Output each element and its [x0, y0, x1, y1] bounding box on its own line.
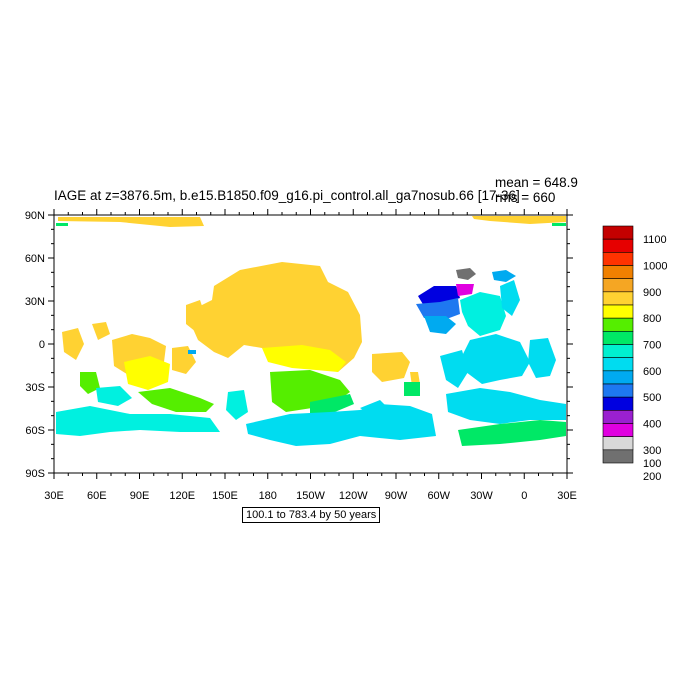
colorbar-label: 200	[643, 471, 661, 483]
colorbar-label: 500	[643, 392, 661, 404]
longitude-label: 30E	[44, 490, 64, 502]
longitude-label: 30W	[470, 490, 493, 502]
longitude-label: 180	[259, 490, 277, 502]
region-west-pacific	[186, 300, 206, 332]
region-labrador-magenta	[456, 284, 474, 296]
region-africa-west-cyan	[528, 338, 556, 378]
region-arctic-green-east	[552, 223, 566, 226]
colorbar-swatch	[602, 304, 634, 319]
longitude-label: 60W	[427, 490, 450, 502]
colorbar-label: 300	[643, 445, 661, 457]
region-greenland-gray	[456, 268, 476, 280]
region-south-indian-green2	[138, 388, 214, 412]
region-arctic-east	[472, 216, 566, 224]
region-arctic-green	[56, 223, 68, 226]
region-southern-indian-cyan	[96, 386, 132, 406]
colorbar-swatch	[602, 396, 634, 411]
longitude-label: 0	[521, 490, 527, 502]
latitude-label: 60N	[25, 253, 45, 265]
colorbar-swatch	[602, 265, 634, 279]
colorbar-label: 400	[643, 419, 661, 431]
region-north-atlantic-blue	[416, 298, 460, 320]
colorbar-swatch	[602, 291, 634, 306]
colorbar-swatch	[602, 225, 634, 240]
colorbar-swatch	[602, 238, 634, 253]
colorbar-swatch	[602, 423, 634, 437]
region-south-indian-green	[80, 372, 100, 394]
colorbar-swatch	[602, 370, 634, 385]
longitude-label: 150W	[296, 490, 325, 502]
latitude-label: 0	[39, 339, 45, 351]
colorbar-swatch	[602, 344, 634, 358]
colorbar-swatch	[602, 383, 634, 398]
longitude-labels: 30E 60E 90E 120E 150E 180 150W 120W 90W 60W 30W 0 30…	[44, 490, 577, 502]
region-arabian	[92, 322, 110, 340]
colorbar-swatch	[602, 317, 634, 332]
latitude-labels: 90N 60N 30N 0 30S 60S 90S	[25, 210, 45, 480]
region-brazil-cyan	[440, 350, 468, 388]
region-eq-pacific-yellow	[262, 345, 346, 372]
region-indian-yellow	[124, 356, 170, 390]
colorbar-swatch	[602, 436, 634, 451]
colorbar-swatch	[602, 357, 634, 372]
region-tasman-green	[310, 394, 354, 414]
region-southern-pacific	[246, 404, 436, 446]
colorbar-swatch	[602, 449, 634, 464]
latitude-label: 90S	[25, 468, 45, 480]
mean-label: mean = 648.9	[495, 175, 578, 190]
longitude-label: 30E	[557, 490, 577, 502]
region-equatorial-blue	[188, 350, 196, 354]
colorbar-swatch	[602, 331, 634, 345]
region-southern-west	[56, 406, 220, 436]
latitude-label: 60S	[25, 425, 45, 437]
region-madagascar-west	[62, 328, 84, 360]
region-chile-green	[404, 382, 420, 396]
region-east-pacific-block	[372, 352, 410, 382]
plot-title: IAGE at z=3876.5m, b.e15.B1850.f09_g16.p…	[54, 188, 520, 203]
region-atlantic-south-cyan	[462, 334, 530, 384]
region-arctic-west	[58, 217, 204, 227]
map-data-regions	[56, 216, 566, 446]
colorbar-swatch	[602, 278, 634, 293]
colorbar-swatch	[602, 252, 634, 266]
colorbar-label: 100	[643, 458, 661, 470]
longitude-label: 90W	[385, 490, 408, 502]
colorbar-label: 600	[643, 366, 661, 378]
colorbar	[602, 225, 634, 464]
latitude-label: 30N	[25, 296, 45, 308]
colorbar-label: 800	[643, 313, 661, 325]
colorbar-label: 900	[643, 287, 661, 299]
latitude-label: 30S	[25, 382, 45, 394]
region-southern-mid	[226, 390, 248, 420]
region-atlantic-east-cyan	[500, 280, 520, 316]
region-north-atlantic-cyan	[424, 316, 456, 334]
longitude-label: 120W	[339, 490, 368, 502]
rms-label: rms = 660	[495, 190, 556, 205]
range-label: 100.1 to 783.4 by 50 years	[242, 507, 381, 523]
region-nordic-blue	[492, 270, 516, 282]
region-south-pacific-east	[360, 400, 390, 418]
region-weddell-green	[458, 420, 566, 446]
latitude-label: 90N	[25, 210, 45, 222]
longitude-label: 60E	[87, 490, 107, 502]
longitude-label: 120E	[169, 490, 195, 502]
axis-ticks	[48, 209, 573, 479]
colorbar-label: 1000	[643, 261, 667, 273]
colorbar-label: 700	[643, 340, 661, 352]
region-north-pacific	[190, 262, 362, 372]
region-atlantic-mid-cyan	[460, 292, 506, 336]
longitude-label: 150E	[212, 490, 238, 502]
colorbar-label: 1100	[643, 234, 667, 246]
region-south-atlantic-cyan	[446, 388, 566, 424]
longitude-label: 90E	[130, 490, 150, 502]
colorbar-swatch	[602, 410, 634, 424]
